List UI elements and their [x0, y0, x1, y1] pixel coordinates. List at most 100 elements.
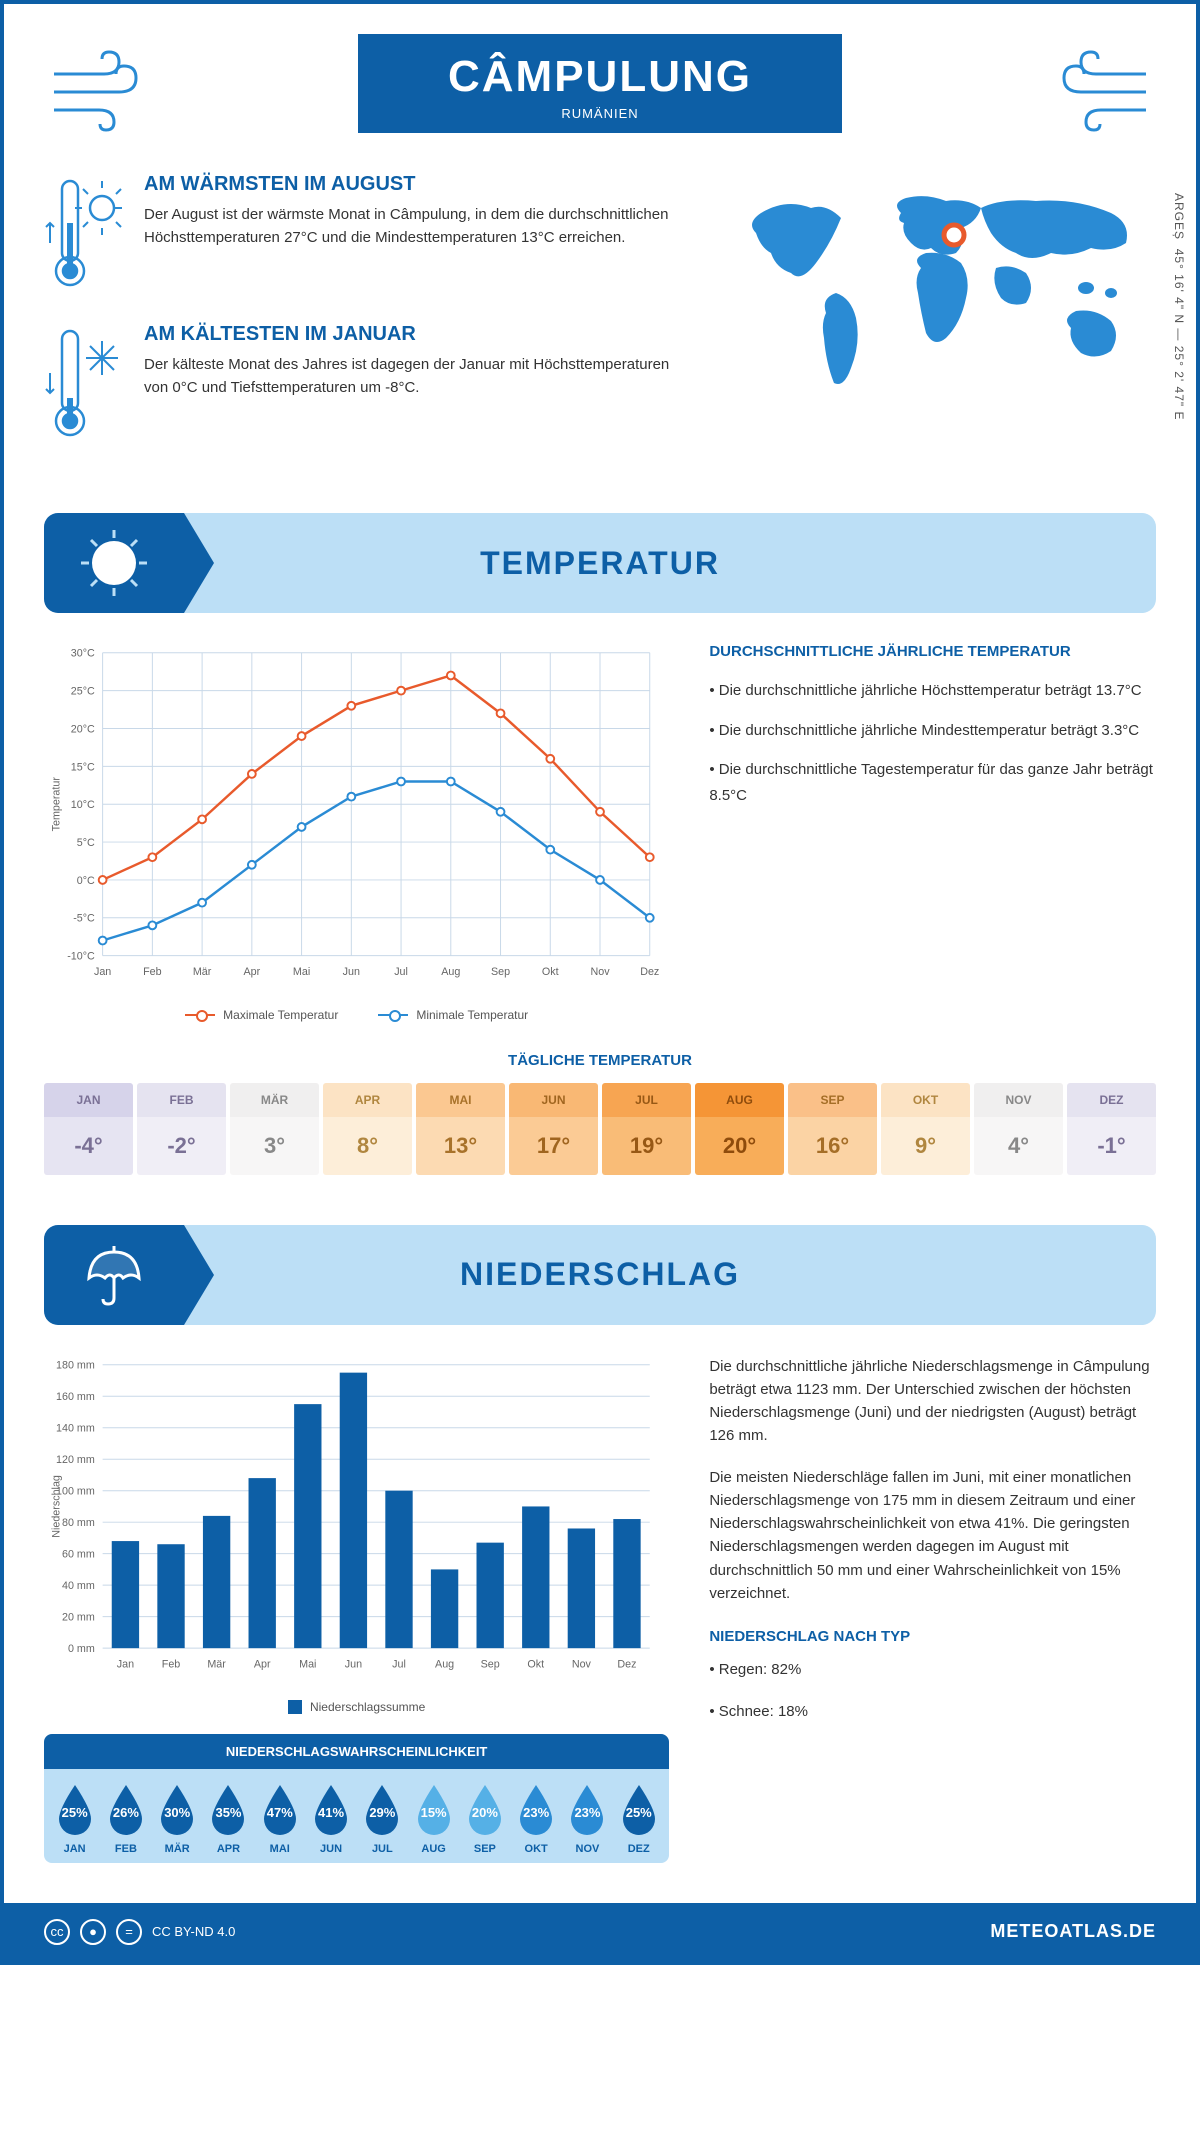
probability-title: NIEDERSCHLAGSWAHRSCHEINLICHKEIT — [44, 1734, 669, 1769]
svg-text:Jul: Jul — [394, 966, 408, 978]
temperature-summary: DURCHSCHNITTLICHE JÄHRLICHE TEMPERATUR •… — [709, 643, 1156, 1022]
svg-text:Aug: Aug — [435, 1658, 454, 1670]
footer: cc ● = CC BY-ND 4.0 METEOATLAS.DE — [4, 1903, 1196, 1961]
probability-cell: 15%AUG — [409, 1781, 458, 1855]
probability-cell: 23%OKT — [512, 1781, 561, 1855]
svg-text:Mär: Mär — [207, 1658, 226, 1670]
page-container: CÂMPULUNG RUMÄNIEN AM WÄRMSTEN IM AUGUST… — [0, 0, 1200, 1965]
svg-text:80 mm: 80 mm — [62, 1517, 95, 1529]
by-icon: ● — [80, 1919, 106, 1945]
probability-table: 25%JAN26%FEB30%MÄR35%APR47%MAI41%JUN29%J… — [44, 1769, 669, 1863]
svg-text:Mai: Mai — [299, 1658, 316, 1670]
svg-text:Aug: Aug — [441, 966, 460, 978]
coldest-text: Der kälteste Monat des Jahres ist dagege… — [144, 354, 676, 399]
svg-text:20°C: 20°C — [71, 723, 95, 735]
country-subtitle: RUMÄNIEN — [448, 106, 752, 121]
temperature-header: TEMPERATUR — [44, 513, 1156, 613]
svg-text:Nov: Nov — [590, 966, 610, 978]
daily-cell: APR8° — [323, 1083, 412, 1175]
svg-text:-5°C: -5°C — [73, 913, 95, 925]
probability-cell: 30%MÄR — [153, 1781, 202, 1855]
svg-text:Dez: Dez — [640, 966, 659, 978]
svg-text:Jul: Jul — [392, 1658, 406, 1670]
daily-cell: MAI13° — [416, 1083, 505, 1175]
precipitation-summary: Die durchschnittliche jährliche Niedersc… — [709, 1355, 1156, 1863]
svg-text:Apr: Apr — [254, 1658, 271, 1670]
temperature-chart: -10°C -5°C 0°C 5°C 10°C 15°C 20°C 25°C 30°C Jan Fe… — [44, 643, 669, 1022]
svg-text:180 mm: 180 mm — [56, 1359, 95, 1371]
probability-cell: 26%FEB — [101, 1781, 150, 1855]
svg-text:Mai: Mai — [293, 966, 310, 978]
temperature-title: TEMPERATUR — [184, 545, 1156, 582]
license: cc ● = CC BY-ND 4.0 — [44, 1919, 235, 1945]
daily-cell: AUG20° — [695, 1083, 784, 1175]
probability-cell: 25%JAN — [50, 1781, 99, 1855]
svg-text:120 mm: 120 mm — [56, 1454, 95, 1466]
probability-cell: 29%JUL — [358, 1781, 407, 1855]
svg-text:30°C: 30°C — [71, 648, 95, 660]
umbrella-icon — [79, 1240, 149, 1310]
brand: METEOATLAS.DE — [990, 1921, 1156, 1942]
svg-text:160 mm: 160 mm — [56, 1391, 95, 1403]
coordinates: ARGEȘ 45° 16' 4" N — 25° 2' 47" E — [1172, 193, 1186, 420]
svg-text:0°C: 0°C — [77, 875, 95, 887]
probability-cell: 20%SEP — [460, 1781, 509, 1855]
svg-text:20 mm: 20 mm — [62, 1611, 95, 1623]
intro-section: AM WÄRMSTEN IM AUGUST Der August ist der… — [44, 173, 1156, 473]
daily-cell: FEB-2° — [137, 1083, 226, 1175]
precipitation-header: NIEDERSCHLAG — [44, 1225, 1156, 1325]
svg-text:Jan: Jan — [94, 966, 111, 978]
warmest-block: AM WÄRMSTEN IM AUGUST Der August ist der… — [44, 173, 676, 293]
svg-text:Mär: Mär — [193, 966, 212, 978]
daily-cell: NOV4° — [974, 1083, 1063, 1175]
svg-text:Niederschlag: Niederschlag — [51, 1475, 63, 1538]
world-map: ARGEȘ 45° 16' 4" N — 25° 2' 47" E — [716, 173, 1156, 473]
nd-icon: = — [116, 1919, 142, 1945]
svg-text:5°C: 5°C — [77, 837, 95, 849]
svg-text:140 mm: 140 mm — [56, 1422, 95, 1434]
chart-legend: Maximale Temperatur Minimale Temperatur — [44, 1008, 669, 1022]
probability-cell: 47%MAI — [255, 1781, 304, 1855]
city-title: CÂMPULUNG — [448, 52, 752, 102]
precipitation-chart: 0 mm20 mm40 mm60 mm80 mm100 mm120 mm140 … — [44, 1355, 669, 1714]
svg-text:-10°C: -10°C — [67, 951, 95, 963]
warmest-title: AM WÄRMSTEN IM AUGUST — [144, 173, 676, 196]
svg-text:Temperatur: Temperatur — [51, 777, 63, 832]
cc-icon: cc — [44, 1919, 70, 1945]
svg-text:Sep: Sep — [481, 1658, 500, 1670]
daily-temp-title: TÄGLICHE TEMPERATUR — [44, 1052, 1156, 1069]
wind-icon — [44, 44, 154, 134]
svg-text:Jan: Jan — [117, 1658, 134, 1670]
coldest-title: AM KÄLTESTEN IM JANUAR — [144, 323, 676, 346]
svg-text:Okt: Okt — [527, 1658, 544, 1670]
thermometer-hot-icon — [44, 173, 124, 293]
svg-text:Feb: Feb — [143, 966, 162, 978]
daily-cell: JUL19° — [602, 1083, 691, 1175]
svg-text:Dez: Dez — [617, 1658, 636, 1670]
daily-cell: OKT9° — [881, 1083, 970, 1175]
title-banner: CÂMPULUNG RUMÄNIEN — [358, 34, 842, 133]
probability-cell: 23%NOV — [563, 1781, 612, 1855]
sun-icon — [79, 528, 149, 598]
probability-cell: 25%DEZ — [614, 1781, 663, 1855]
wind-icon — [1046, 44, 1156, 134]
coldest-block: AM KÄLTESTEN IM JANUAR Der kälteste Mona… — [44, 323, 676, 443]
svg-text:Okt: Okt — [542, 966, 559, 978]
svg-text:0 mm: 0 mm — [68, 1643, 95, 1655]
precipitation-title: NIEDERSCHLAG — [184, 1256, 1156, 1293]
svg-text:Jun: Jun — [343, 966, 360, 978]
svg-text:25°C: 25°C — [71, 686, 95, 698]
daily-cell: SEP16° — [788, 1083, 877, 1175]
svg-text:15°C: 15°C — [71, 761, 95, 773]
svg-text:10°C: 10°C — [71, 799, 95, 811]
svg-text:Jun: Jun — [345, 1658, 362, 1670]
daily-cell: JAN-4° — [44, 1083, 133, 1175]
svg-text:Feb: Feb — [162, 1658, 181, 1670]
svg-text:40 mm: 40 mm — [62, 1580, 95, 1592]
svg-text:Apr: Apr — [243, 966, 260, 978]
daily-cell: JUN17° — [509, 1083, 598, 1175]
thermometer-cold-icon — [44, 323, 124, 443]
probability-cell: 35%APR — [204, 1781, 253, 1855]
svg-text:Nov: Nov — [572, 1658, 592, 1670]
warmest-text: Der August ist der wärmste Monat in Câmp… — [144, 204, 676, 249]
